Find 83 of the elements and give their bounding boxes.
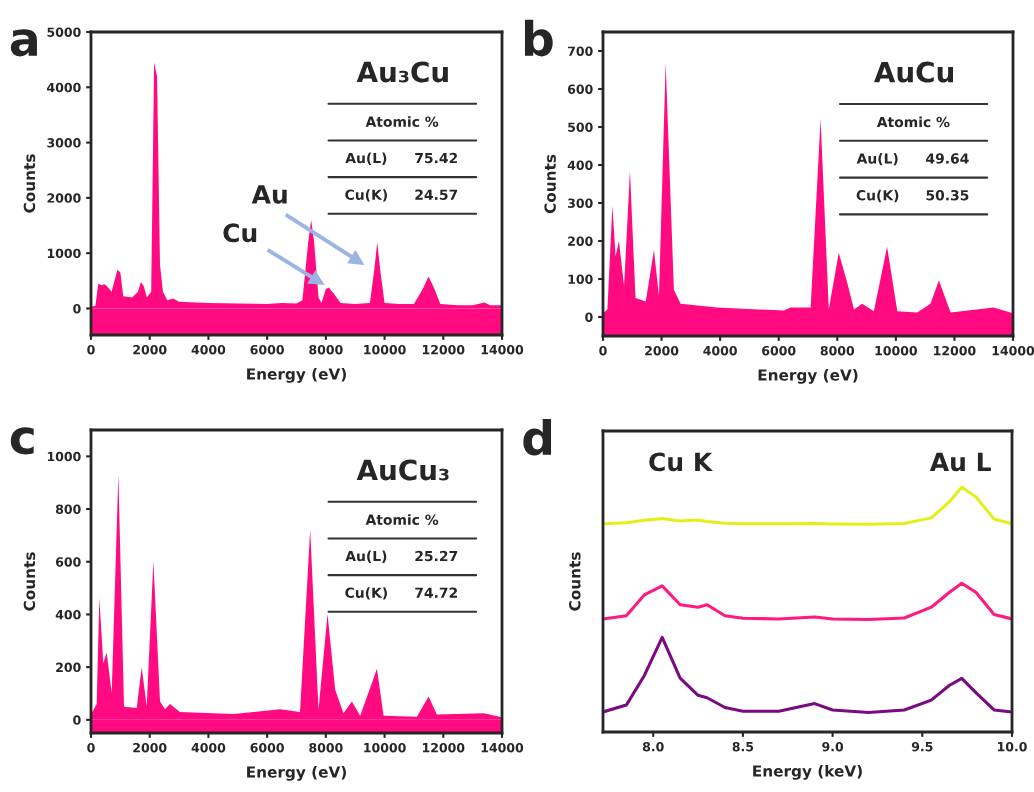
y-tick-label: 200: [568, 236, 593, 246]
y-axis-title: Counts: [569, 552, 581, 611]
text: Au L: [929, 452, 991, 472]
x-axis-title: Energy (keV): [753, 764, 862, 780]
x-tick-label: 14000: [992, 345, 1034, 356]
x-tick-label: 12000: [422, 344, 465, 355]
x-tick-label: 6000: [250, 344, 284, 355]
y-tick-label: 700: [568, 46, 593, 56]
annotation: Au(L): [345, 152, 387, 165]
x-tick-label: 8.5: [732, 741, 754, 752]
text: Au₃Cu: [356, 61, 448, 83]
annotation: Cu(K): [345, 587, 387, 600]
x-tick-label: 10000: [364, 344, 406, 355]
annotation: Cu(K): [345, 189, 387, 202]
x-tick-label: 2000: [645, 345, 679, 356]
x-tick-label: 4000: [191, 742, 226, 753]
x-tick-label: 2000: [133, 344, 167, 355]
y-tick-label: 400: [55, 609, 81, 620]
annotation: Atomic %: [876, 116, 950, 128]
x-tick-label: 9.0: [822, 741, 844, 752]
x-axis-title: Energy (eV): [758, 368, 858, 384]
x-tick-label: 6000: [250, 742, 284, 753]
y-tick-label: 600: [567, 84, 593, 94]
x-tick-label: 9.5: [911, 741, 933, 752]
annotation: Atomic %: [365, 116, 439, 127]
chart-title: a: [10, 29, 37, 57]
annotation: 24.57: [415, 189, 458, 200]
x-tick-label: 10000: [364, 742, 406, 753]
y-axis-title: Counts: [544, 154, 556, 214]
chart-title: d: [523, 418, 552, 456]
annotation: 75.42: [415, 152, 457, 164]
x-tick-label: 0: [87, 344, 95, 355]
annotation: Cu(K): [856, 189, 899, 203]
text: Cu K: [649, 452, 713, 472]
x-tick-label: 8000: [309, 742, 343, 753]
x-tick-label: 8000: [309, 344, 343, 355]
text: AuCu: [874, 61, 953, 83]
x-tick-label: 12000: [422, 742, 465, 753]
y-tick-label: 0: [73, 303, 81, 314]
annotation: 50.35: [926, 189, 969, 201]
y-tick-label: 800: [55, 504, 81, 514]
x-tick-label: 10000: [875, 345, 917, 356]
x-tick-label: 0: [87, 742, 95, 753]
annotation: Atomic %: [365, 514, 439, 525]
x-axis-title: Energy (eV): [247, 367, 346, 383]
annotation: Au: [251, 185, 287, 204]
annotation: 25.27: [415, 550, 458, 562]
y-axis-title: Counts: [23, 552, 36, 611]
x-axis-title: Energy (eV): [247, 765, 346, 781]
x-tick-label: 4000: [703, 345, 737, 356]
y-tick-label: 1000: [47, 451, 81, 462]
x-tick-label: 2000: [133, 742, 167, 753]
y-tick-label: 300: [568, 198, 593, 208]
annotation: 49.64: [926, 153, 969, 164]
x-tick-label: 4000: [191, 344, 226, 355]
y-tick-label: 0: [585, 312, 593, 322]
text: AuCu₃: [356, 459, 449, 481]
chart-title: b: [524, 19, 553, 57]
x-tick-label: 12000: [934, 345, 976, 356]
y-tick-label: 400: [567, 160, 593, 170]
x-tick-label: 0: [599, 345, 607, 356]
y-tick-label: 200: [56, 662, 81, 673]
y-tick-label: 500: [568, 122, 593, 132]
x-tick-label: 10.0: [997, 741, 1027, 752]
y-tick-label: 4000: [47, 82, 81, 93]
annotation: 74.72: [415, 587, 457, 598]
annotation: Au(L): [345, 550, 387, 563]
y-tick-label: 3000: [47, 138, 81, 148]
annotation: Cu: [223, 223, 257, 243]
x-tick-label: 8.0: [642, 741, 664, 752]
y-tick-label: 100: [568, 274, 593, 284]
chart-title: c: [10, 427, 34, 455]
x-tick-label: 14000: [481, 344, 524, 355]
y-tick-label: 0: [73, 715, 81, 725]
x-tick-label: 6000: [762, 345, 796, 356]
x-tick-label: 14000: [481, 742, 524, 753]
y-tick-label: 600: [55, 557, 81, 567]
annotation: Au(L): [856, 152, 898, 166]
y-tick-label: 1000: [47, 248, 81, 259]
y-tick-label: 2000: [47, 193, 81, 203]
y-tick-label: 5000: [47, 27, 81, 37]
x-tick-label: 8000: [820, 345, 855, 356]
y-axis-title: Counts: [23, 154, 36, 213]
